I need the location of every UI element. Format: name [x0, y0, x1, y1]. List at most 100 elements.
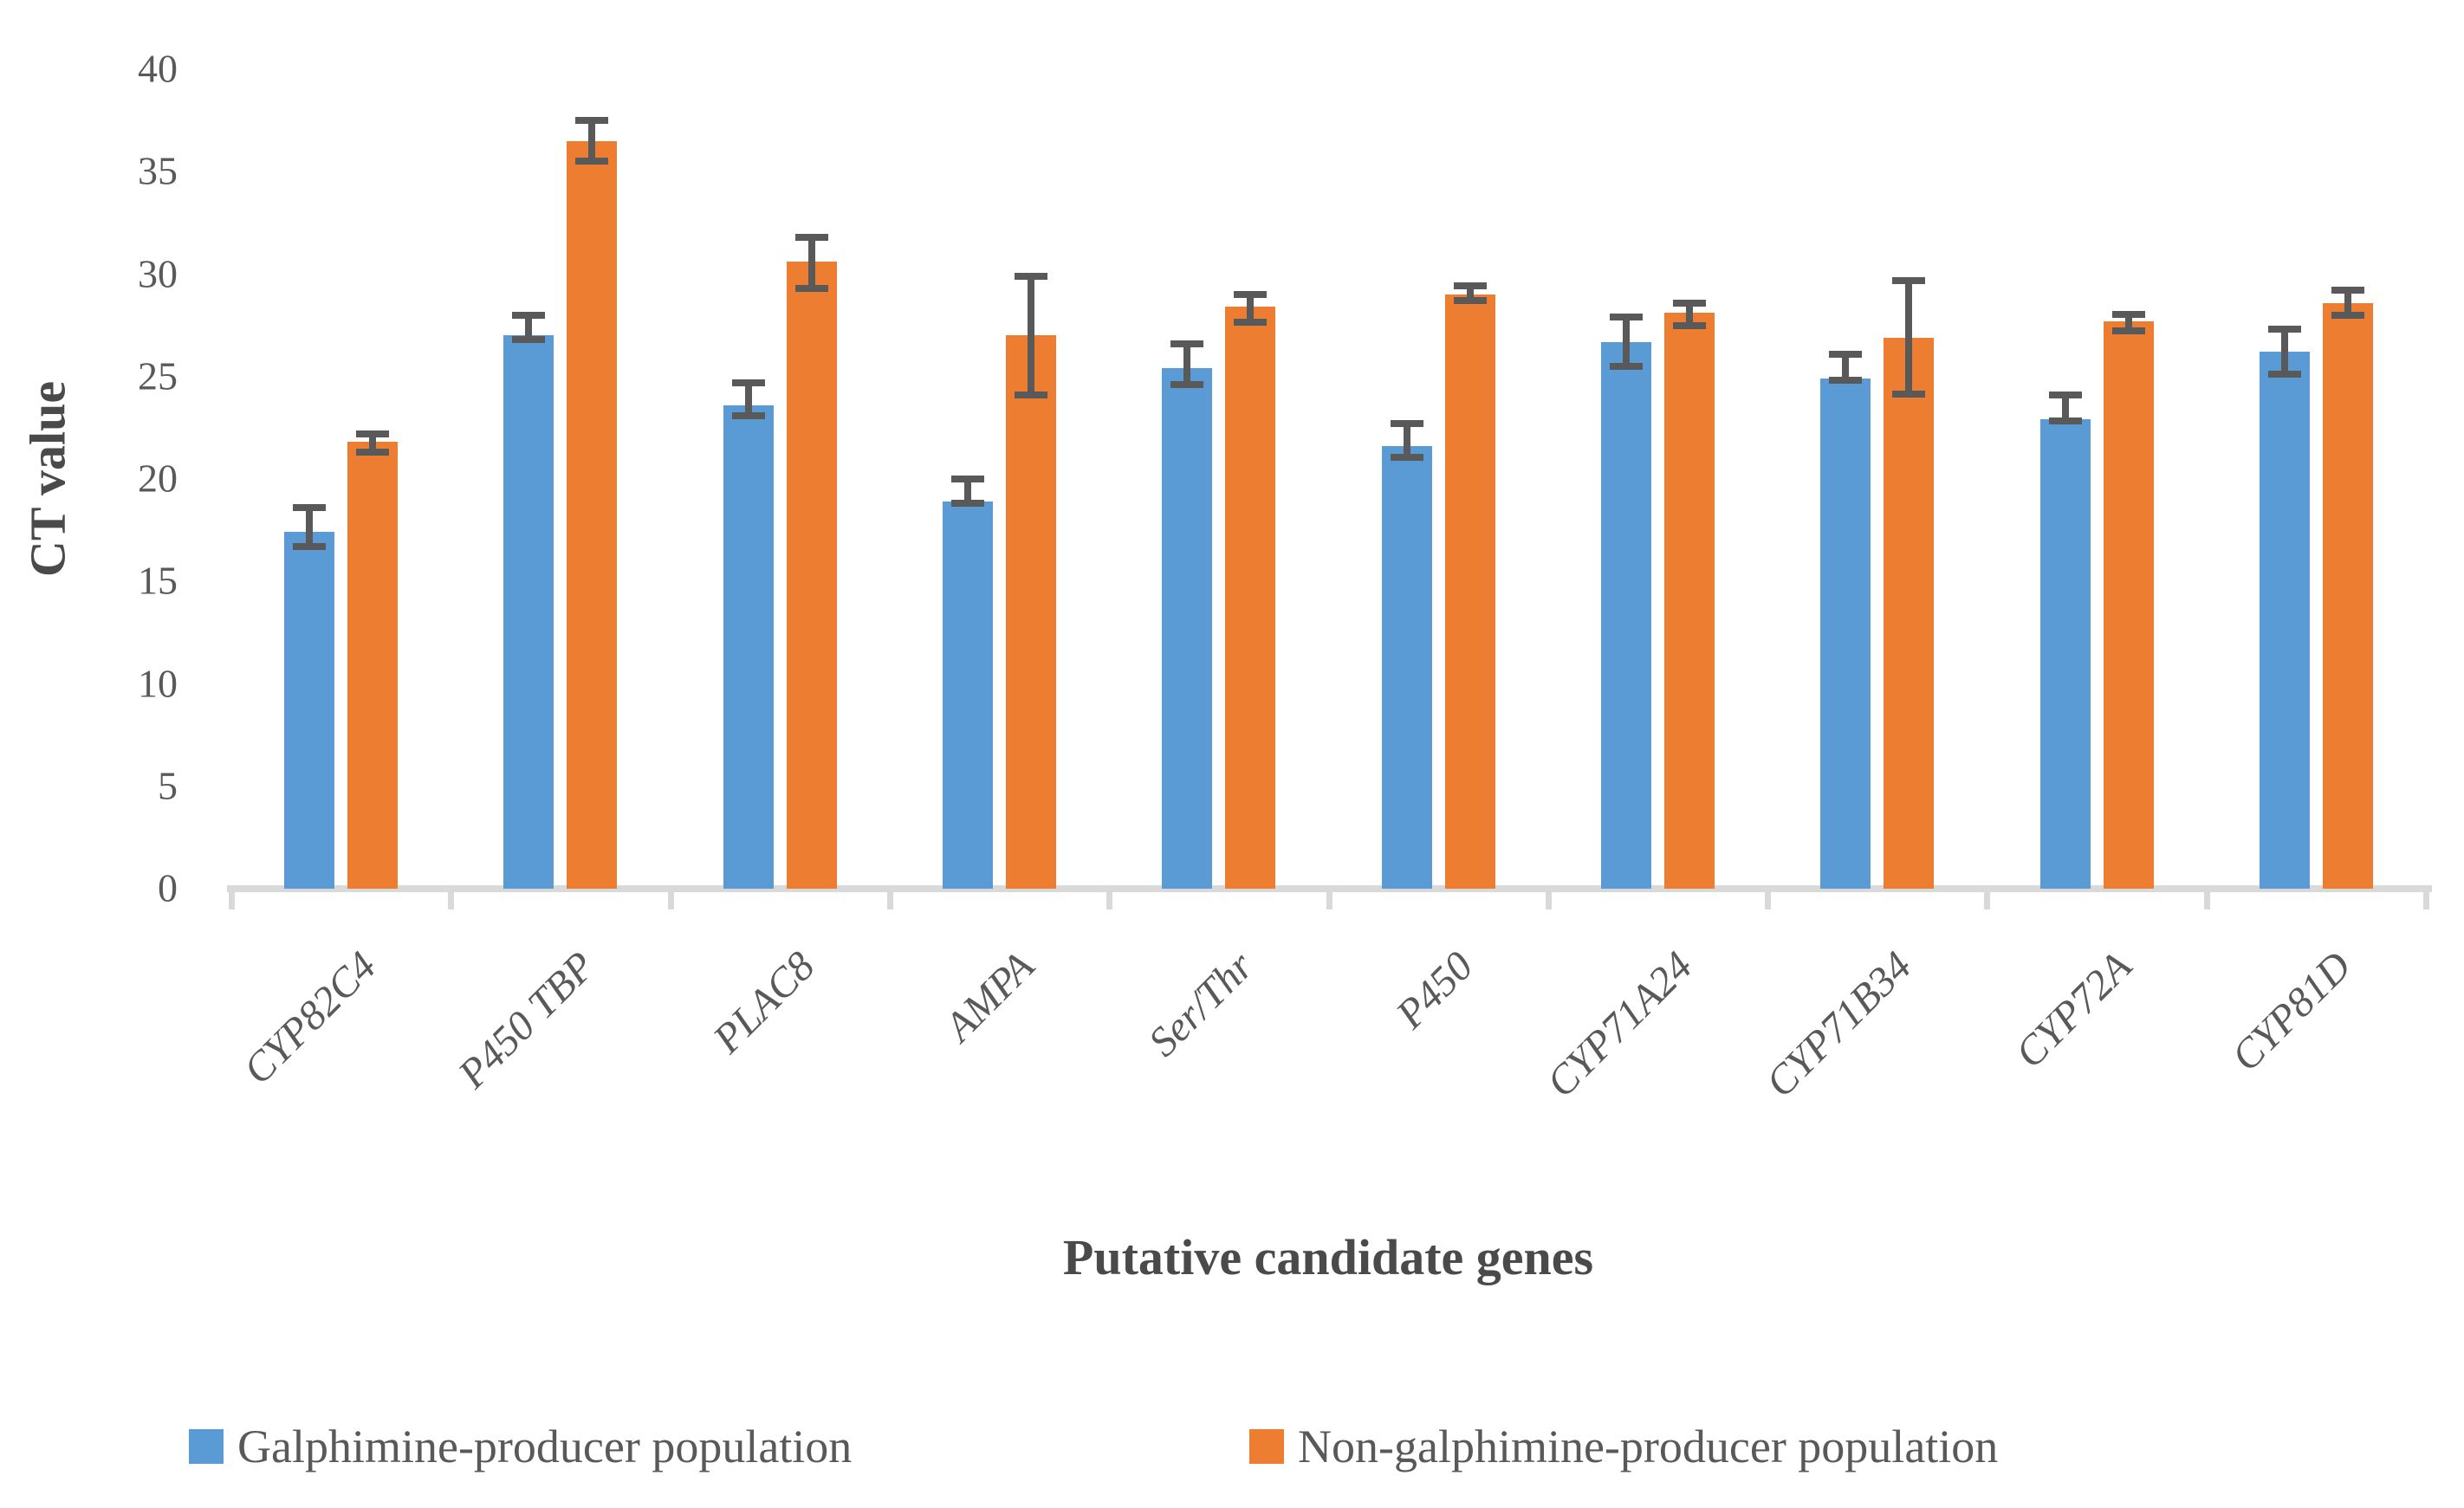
bar-producer-CYP71A24 — [1600, 341, 1651, 889]
error-bar-cap-bottom — [951, 500, 985, 508]
error-bar-line — [369, 433, 377, 453]
error-bar-line — [2344, 290, 2351, 315]
error-bar-cap-bottom — [794, 285, 828, 293]
error-bar-cap-top — [512, 311, 546, 319]
error-bar-line — [807, 236, 815, 289]
category-label-P450: P450 — [1387, 942, 1482, 1038]
category-label-P450 TBP: P450 TBP — [450, 942, 605, 1097]
x-axis-tick — [448, 889, 455, 909]
x-axis-tick — [1326, 889, 1333, 909]
error-bar-cap-bottom — [2267, 371, 2301, 379]
error-bar-line — [1028, 275, 1035, 396]
bar-non-producer-CYP81D — [2322, 302, 2373, 889]
error-bar-line — [1183, 343, 1191, 385]
x-axis-tick — [1765, 889, 1772, 909]
y-tick-label: 40 — [138, 46, 178, 91]
y-tick-label: 20 — [138, 456, 178, 501]
error-bar-cap-top — [1829, 350, 1863, 358]
error-bar-cap-bottom — [1609, 362, 1643, 370]
legend-swatch-icon — [1249, 1429, 1284, 1464]
bar-producer-CYP71B34 — [1820, 379, 1871, 889]
error-bar-line — [2280, 329, 2288, 375]
bar-non-producer-P450 — [1444, 294, 1495, 889]
y-tick-label: 25 — [138, 353, 178, 398]
y-axis-title: CT value — [19, 380, 76, 578]
bar-producer-CYP72A — [2039, 419, 2091, 889]
category-label-CYP82C4: CYP82C4 — [234, 942, 385, 1093]
error-bar-cap-bottom — [1672, 321, 1706, 329]
error-bar-cap-top — [1453, 282, 1487, 289]
error-bar-cap-top — [1390, 420, 1423, 428]
error-bar-cap-bottom — [1170, 381, 1204, 389]
error-bar-cap-top — [1170, 340, 1204, 347]
x-axis-tick — [1106, 889, 1113, 909]
error-bar-line — [1842, 353, 1850, 381]
error-bar-cap-top — [1892, 276, 1926, 284]
error-bar-cap-top — [2048, 392, 2082, 399]
bar-producer-PLAC8 — [723, 405, 774, 889]
error-bar-cap-bottom — [1234, 319, 1268, 327]
error-bar-cap-top — [2111, 310, 2145, 318]
x-axis-tick — [1984, 889, 1991, 909]
error-bar-cap-top — [2267, 326, 2301, 333]
error-bar-cap-bottom — [512, 336, 546, 344]
error-bar-cap-top — [1672, 299, 1706, 307]
category-label-PLAC8: PLAC8 — [704, 942, 824, 1063]
bar-non-producer-CYP71A24 — [1663, 313, 1715, 889]
y-tick-label: 35 — [138, 148, 178, 193]
error-bar-line — [588, 120, 596, 162]
bar-non-producer-AMPA — [1006, 335, 1057, 889]
bar-producer-P450 TBP — [503, 335, 554, 889]
error-bar-cap-top — [356, 430, 390, 437]
bar-producer-CYP82C4 — [284, 532, 335, 889]
error-bar-cap-top — [731, 379, 765, 386]
error-bar-cap-bottom — [1829, 377, 1863, 385]
error-bar-cap-bottom — [2111, 327, 2145, 334]
category-label-AMPA: AMPA — [936, 942, 1043, 1051]
error-bar-cap-top — [1234, 291, 1268, 299]
error-bar-line — [1466, 285, 1474, 301]
error-bar-line — [2061, 395, 2069, 421]
error-bar-cap-bottom — [731, 411, 765, 419]
bar-producer-CYP81D — [2259, 352, 2310, 889]
error-bar-cap-bottom — [1015, 392, 1048, 399]
x-axis-tick — [667, 889, 674, 909]
bar-non-producer-CYP71B34 — [1884, 337, 1935, 889]
error-bar-line — [1247, 294, 1255, 323]
bar-non-producer-P450 TBP — [567, 140, 618, 889]
legend-item-producer: Galphimine-producer population — [189, 1421, 852, 1472]
error-bar-line — [964, 479, 972, 504]
bar-producer-Ser/Thr — [1162, 368, 1213, 889]
category-label-Ser/Thr: Ser/Thr — [1139, 942, 1263, 1065]
bar-producer-AMPA — [943, 502, 994, 889]
error-bar-line — [1403, 424, 1410, 458]
error-bar-cap-bottom — [293, 543, 327, 551]
bar-non-producer-PLAC8 — [786, 262, 837, 889]
y-tick-label: 0 — [158, 865, 178, 910]
error-bar-cap-bottom — [1892, 390, 1926, 398]
error-bar-line — [744, 382, 752, 416]
error-bar-cap-bottom — [1453, 297, 1487, 305]
bar-non-producer-CYP72A — [2103, 320, 2154, 889]
legend-label: Non-galphimine-producer population — [1298, 1421, 1999, 1472]
error-bar-cap-bottom — [2331, 311, 2364, 319]
error-bar-cap-bottom — [1390, 454, 1423, 462]
category-label-CYP71B34: CYP71B34 — [1757, 942, 1921, 1107]
error-bar-cap-top — [1015, 272, 1048, 280]
error-bar-cap-top — [794, 233, 828, 241]
error-bar-line — [2124, 314, 2132, 331]
bar-producer-P450 — [1381, 446, 1432, 889]
error-bar-cap-top — [1609, 314, 1643, 321]
error-bar-cap-bottom — [575, 158, 609, 165]
legend-swatch-icon — [189, 1429, 224, 1464]
bar-non-producer-Ser/Thr — [1225, 307, 1276, 889]
x-axis-tick — [1545, 889, 1552, 909]
y-tick-label: 30 — [138, 250, 178, 295]
y-tick-label: 10 — [138, 660, 178, 705]
legend-item-non-producer: Non-galphimine-producer population — [1249, 1421, 1999, 1472]
category-label-CYP71A24: CYP71A24 — [1538, 942, 1702, 1107]
category-label-CYP81D: CYP81D — [2222, 942, 2360, 1080]
x-axis-tick — [886, 889, 893, 909]
error-bar-cap-bottom — [356, 449, 390, 456]
bar-non-producer-CYP82C4 — [347, 442, 399, 889]
